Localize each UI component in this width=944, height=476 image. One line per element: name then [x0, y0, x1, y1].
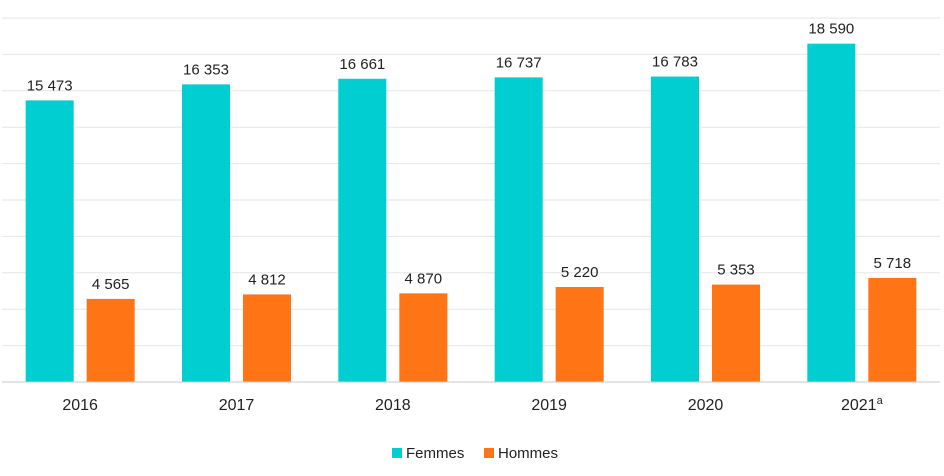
value-label-femmes-2017: 16 353: [183, 61, 229, 78]
legend-label-femmes: Femmes: [406, 445, 464, 462]
legend-swatch-femmes: [392, 448, 402, 458]
x-axis-labels: 2016 2017 2018 2019 2020 2021a: [62, 395, 883, 414]
x-tick-label-2021: 2021a: [841, 395, 884, 414]
value-label-femmes-2021: 18 590: [808, 21, 854, 38]
value-label-femmes-2018: 16 661: [339, 56, 385, 73]
bar-femmes-2021: [807, 43, 856, 383]
value-label-femmes-2019: 16 737: [496, 54, 542, 71]
value-labels: 15 473 4 565 16 353 4 812 16 661 4 870 16 737 5…: [27, 21, 911, 293]
value-label-hommes-2020: 5 353: [717, 262, 755, 279]
value-label-femmes-2020: 16 783: [652, 54, 698, 71]
bar-femmes-2017: [182, 84, 230, 382]
legend-label-hommes: Hommes: [498, 445, 558, 462]
value-label-hommes-2018: 4 870: [405, 270, 443, 287]
legend-swatch-hommes: [484, 448, 494, 458]
x-tick-label-2018: 2018: [375, 397, 411, 414]
gridlines: [2, 17, 940, 347]
bar-hommes-2019: [555, 286, 604, 382]
bar-hommes-2018: [399, 293, 448, 382]
value-label-hommes-2021: 5 718: [874, 255, 912, 272]
bar-hommes-2016: [86, 298, 135, 382]
bar-femmes-2018: [338, 78, 387, 382]
bar-femmes-2016: [25, 100, 74, 382]
x-tick-footnote-marker: a: [877, 395, 884, 407]
bar-hommes-2017: [243, 294, 291, 382]
bars: [25, 43, 917, 383]
value-label-femmes-2016: 15 473: [27, 77, 73, 94]
bar-hommes-2020: [712, 284, 760, 382]
bar-femmes-2019: [494, 77, 543, 382]
bar-hommes-2021: [868, 277, 917, 382]
legend: Femmes Hommes: [392, 445, 558, 462]
value-label-hommes-2019: 5 220: [561, 264, 599, 281]
x-tick-label-2017: 2017: [219, 397, 255, 414]
x-tick-label-2020: 2020: [688, 397, 724, 414]
bar-femmes-2020: [651, 76, 699, 382]
x-tick-label-2019: 2019: [531, 397, 567, 414]
value-label-hommes-2016: 4 565: [92, 276, 130, 293]
x-tick-label-2016: 2016: [62, 397, 98, 414]
value-label-hommes-2017: 4 812: [248, 271, 286, 288]
